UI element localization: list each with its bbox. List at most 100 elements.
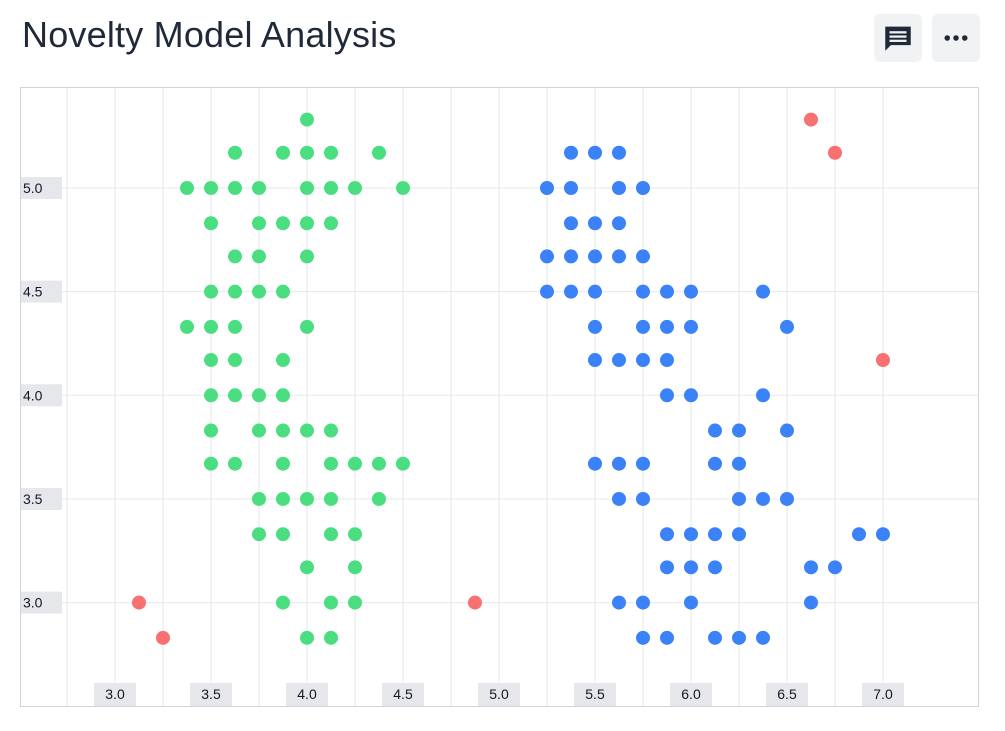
- data-point: [300, 423, 314, 438]
- data-point: [132, 595, 146, 610]
- data-point: [276, 456, 290, 471]
- data-point: [732, 491, 746, 506]
- x-tick: 7.0: [862, 683, 904, 706]
- data-point: [828, 560, 842, 575]
- data-point: [300, 145, 314, 160]
- data-point: [660, 284, 674, 299]
- data-point: [348, 456, 362, 471]
- data-point: [684, 560, 698, 575]
- y-tick-bg: [21, 384, 62, 407]
- y-tick-bg: [21, 280, 62, 303]
- data-point: [228, 249, 242, 264]
- comment-button[interactable]: [874, 14, 922, 62]
- data-point: [276, 353, 290, 368]
- x-tick: 5.0: [478, 683, 520, 706]
- data-point: [276, 388, 290, 403]
- data-point: [876, 353, 890, 368]
- data-point: [204, 216, 218, 231]
- data-point: [852, 527, 866, 542]
- data-point: [228, 353, 242, 368]
- data-point: [204, 388, 218, 403]
- data-point: [708, 630, 722, 645]
- data-point: [636, 249, 650, 264]
- series-0: [180, 112, 410, 645]
- x-tick: 4.5: [382, 683, 424, 706]
- data-point: [612, 353, 626, 368]
- data-point: [348, 527, 362, 542]
- y-tick-label: 4.0: [23, 387, 43, 403]
- data-point: [252, 388, 266, 403]
- scatter-plot-svg: 3.0 3.5 4.0 4.5 5.0 3.0 3.5 4.0 4.5 5.0 5.5 6.0 6.5 7…: [20, 87, 979, 707]
- x-tick-label: 4.0: [297, 686, 317, 702]
- data-point: [252, 423, 266, 438]
- data-point: [228, 456, 242, 471]
- data-point: [564, 145, 578, 160]
- y-tick-label: 3.0: [23, 595, 43, 611]
- data-point: [684, 527, 698, 542]
- data-point: [564, 284, 578, 299]
- data-point: [780, 491, 794, 506]
- data-point: [780, 319, 794, 334]
- x-tick-bg: [190, 683, 232, 706]
- x-tick-label: 5.0: [489, 686, 509, 702]
- data-point: [324, 527, 338, 542]
- data-point: [708, 560, 722, 575]
- data-point: [540, 249, 554, 264]
- data-point: [660, 353, 674, 368]
- scatter-chart: 3.0 3.5 4.0 4.5 5.0 3.0 3.5 4.0 4.5 5.0 5.5 6.0 6.5 7…: [20, 87, 979, 707]
- data-point: [276, 527, 290, 542]
- page-title: Novelty Model Analysis: [22, 14, 397, 55]
- data-point: [204, 319, 218, 334]
- data-point: [660, 560, 674, 575]
- data-point: [804, 595, 818, 610]
- data-point: [276, 423, 290, 438]
- data-point: [684, 388, 698, 403]
- x-tick: 4.0: [286, 683, 328, 706]
- data-point: [540, 181, 554, 195]
- more-options-button[interactable]: [932, 14, 980, 62]
- x-tick-label: 3.0: [105, 686, 125, 702]
- data-point: [300, 630, 314, 645]
- data-point: [300, 491, 314, 506]
- y-tick: 3.0: [21, 591, 62, 614]
- data-point: [228, 319, 242, 334]
- data-point: [564, 181, 578, 195]
- data-point: [636, 319, 650, 334]
- y-tick-label: 4.5: [23, 284, 43, 300]
- data-point: [636, 181, 650, 195]
- data-point: [612, 145, 626, 160]
- data-point: [204, 353, 218, 368]
- data-point: [372, 491, 386, 506]
- data-point: [804, 560, 818, 575]
- y-tick-bg: [21, 591, 62, 614]
- data-point: [564, 249, 578, 264]
- data-point: [276, 216, 290, 231]
- data-point: [324, 595, 338, 610]
- data-point: [684, 284, 698, 299]
- x-tick-bg: [286, 683, 328, 706]
- y-tick: 3.5: [21, 487, 62, 510]
- series-2: [132, 112, 890, 645]
- data-point: [780, 423, 794, 438]
- data-point: [348, 595, 362, 610]
- data-point: [636, 284, 650, 299]
- x-tick-bg: [862, 683, 904, 706]
- data-point: [300, 249, 314, 264]
- data-point: [756, 284, 770, 299]
- data-point: [756, 491, 770, 506]
- data-point: [276, 284, 290, 299]
- data-point: [324, 216, 338, 231]
- data-point: [300, 560, 314, 575]
- x-tick-label: 5.5: [585, 686, 605, 702]
- chart-header: Novelty Model Analysis: [0, 0, 1005, 80]
- data-point: [204, 284, 218, 299]
- data-point: [684, 319, 698, 334]
- y-tick-label: 5.0: [23, 180, 43, 196]
- data-point: [156, 630, 170, 645]
- x-tick: 3.5: [190, 683, 232, 706]
- data-point: [228, 145, 242, 160]
- data-point: [588, 319, 602, 334]
- data-point: [372, 145, 386, 160]
- data-point: [372, 456, 386, 471]
- data-point: [756, 388, 770, 403]
